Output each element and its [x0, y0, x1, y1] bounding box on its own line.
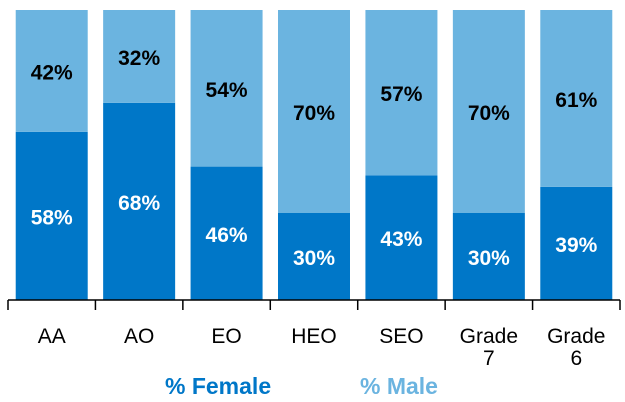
bar-segment: [15, 10, 88, 132]
bar-segment: [103, 102, 176, 300]
value-label: 70%: [468, 102, 510, 125]
x-tick-label: SEO: [379, 325, 424, 348]
bar-segment: [278, 10, 350, 213]
bar-segment: [452, 213, 525, 300]
bar-segment: [365, 10, 438, 176]
value-label: 42%: [31, 61, 73, 84]
x-tick-label: Grade 7: [459, 325, 519, 370]
value-label: 32%: [118, 47, 160, 70]
value-label: 46%: [206, 224, 248, 247]
value-label: 58%: [31, 206, 73, 229]
bar-segment: [540, 186, 613, 300]
value-label: 68%: [118, 192, 160, 215]
bar-segment: [15, 131, 88, 300]
value-label: 61%: [555, 89, 597, 112]
value-label: 30%: [468, 247, 510, 270]
legend-entry: % Male: [360, 373, 438, 399]
x-tick-label: AO: [123, 325, 155, 348]
value-label: 30%: [293, 247, 335, 270]
bar-segment: [540, 10, 613, 187]
bar-segment: [103, 10, 176, 103]
value-label: 54%: [206, 79, 248, 102]
x-tick-label: AA: [37, 325, 66, 348]
bar-segment: [190, 10, 263, 167]
value-label: 39%: [555, 234, 597, 257]
bar-segment: [278, 213, 350, 300]
bar-segment: [452, 10, 525, 213]
legend-entry: % Female: [165, 373, 271, 399]
value-label: 57%: [380, 83, 422, 106]
x-tick-label: EO: [211, 325, 242, 348]
bar-segment: [190, 166, 263, 300]
value-label: 70%: [293, 102, 335, 125]
value-label: 43%: [380, 228, 422, 251]
x-tick-label: Grade 6: [547, 325, 606, 370]
x-tick-label: HEO: [291, 325, 337, 348]
bar-segment: [365, 175, 438, 300]
